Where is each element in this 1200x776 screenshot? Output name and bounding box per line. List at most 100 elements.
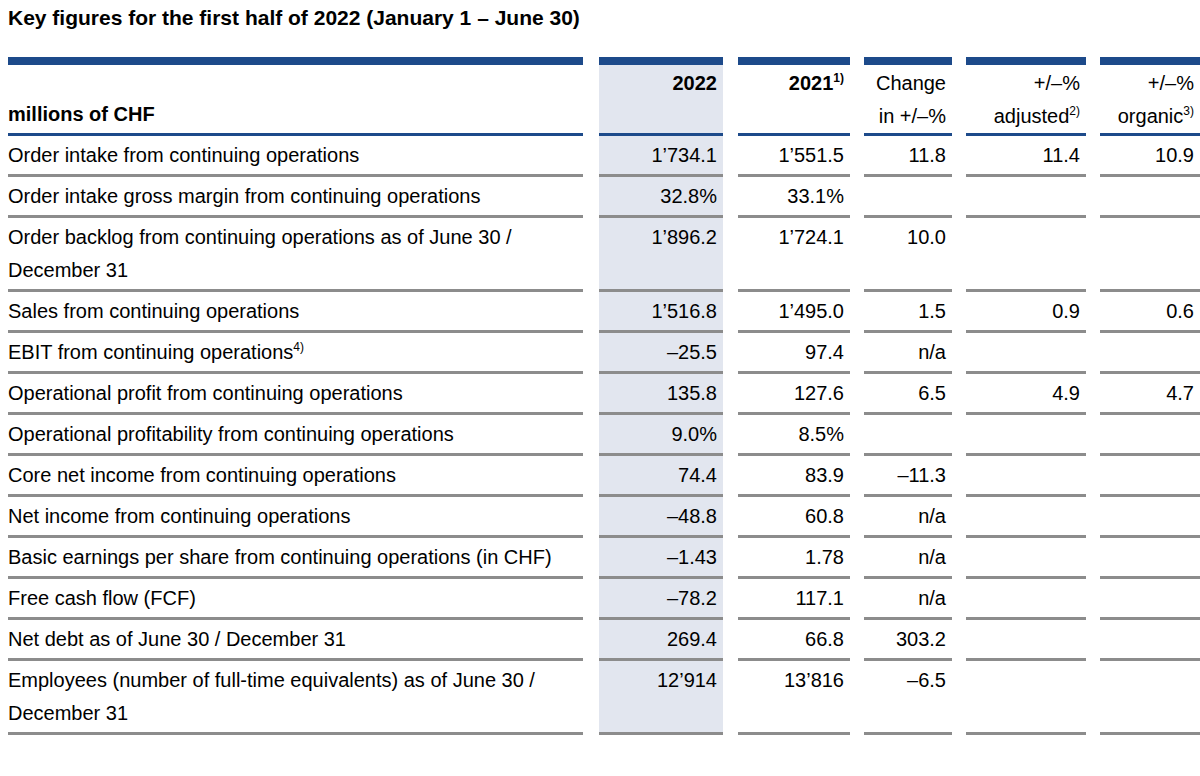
column-gap	[952, 136, 966, 177]
cell-y2022: 74.4	[599, 456, 723, 497]
row-label: Net debt as of June 30 / December 31	[8, 620, 583, 661]
row-label: Basic earnings per share from continuing…	[8, 538, 583, 579]
cell-organic	[1100, 579, 1200, 620]
cell-adjusted	[966, 661, 1086, 735]
cell-adjusted	[966, 415, 1086, 456]
column-gap	[583, 538, 599, 579]
unit-label: millions of CHF	[8, 65, 583, 136]
footnote-ref: 1)	[833, 71, 844, 85]
table-row: EBIT from continuing operations4)–25.597…	[8, 333, 1200, 374]
cell-y2022: –48.8	[599, 497, 723, 538]
cell-y2021: 13’816	[738, 661, 850, 735]
table-row: Basic earnings per share from continuing…	[8, 538, 1200, 579]
cell-adjusted	[966, 497, 1086, 538]
cell-y2022: 9.0%	[599, 415, 723, 456]
column-gap	[850, 136, 864, 177]
column-gap	[723, 415, 738, 456]
cell-y2021: 1’724.1	[738, 218, 850, 292]
column-gap	[952, 333, 966, 374]
cell-y2022: 1’896.2	[599, 218, 723, 292]
cell-y2022: 135.8	[599, 374, 723, 415]
column-gap	[850, 538, 864, 579]
cell-change	[864, 415, 952, 456]
column-gap	[583, 497, 599, 538]
cell-adjusted	[966, 218, 1086, 292]
cell-adjusted: 4.9	[966, 374, 1086, 415]
cell-change: 303.2	[864, 620, 952, 661]
column-gap	[583, 456, 599, 497]
row-label: Operational profitability from continuin…	[8, 415, 583, 456]
header-row: millions of CHF202220211)Changein +/–%+/…	[8, 65, 1200, 136]
cell-organic	[1100, 415, 1200, 456]
column-gap	[723, 456, 738, 497]
table-header: millions of CHF202220211)Changein +/–%+/…	[8, 57, 1200, 136]
cell-adjusted	[966, 333, 1086, 374]
column-gap	[723, 218, 738, 292]
cell-adjusted: 11.4	[966, 136, 1086, 177]
cell-adjusted	[966, 177, 1086, 218]
column-gap	[583, 218, 599, 292]
column-gap	[952, 218, 966, 292]
cell-adjusted	[966, 538, 1086, 579]
column-gap	[1086, 374, 1100, 415]
column-gap	[1086, 292, 1100, 333]
cell-y2022: –78.2	[599, 579, 723, 620]
column-gap	[723, 497, 738, 538]
table-row: Operational profit from continuing opera…	[8, 374, 1200, 415]
column-gap	[1086, 456, 1100, 497]
cell-y2022: 269.4	[599, 620, 723, 661]
table-row: Core net income from continuing operatio…	[8, 456, 1200, 497]
column-gap	[583, 620, 599, 661]
cell-change	[864, 177, 952, 218]
cell-change: 1.5	[864, 292, 952, 333]
row-label: Employees (number of full-time equivalen…	[8, 661, 583, 735]
column-header-line1: +/–%	[966, 67, 1080, 100]
column-gap	[723, 538, 738, 579]
column-gap	[583, 661, 599, 735]
table-row: Operational profitability from continuin…	[8, 415, 1200, 456]
column-gap	[723, 661, 738, 735]
cell-change: n/a	[864, 538, 952, 579]
column-header-y2022: 2022	[599, 65, 723, 136]
column-header-line1: 2022	[599, 67, 717, 100]
cell-y2021: 33.1%	[738, 177, 850, 218]
column-gap	[850, 415, 864, 456]
column-gap	[952, 292, 966, 333]
cell-y2021: 1’495.0	[738, 292, 850, 333]
cell-organic: 10.9	[1100, 136, 1200, 177]
cell-y2021: 127.6	[738, 374, 850, 415]
column-gap	[850, 65, 864, 136]
column-gap	[1086, 415, 1100, 456]
cell-y2022: 1’734.1	[599, 136, 723, 177]
key-figures-table: millions of CHF202220211)Changein +/–%+/…	[8, 57, 1200, 735]
column-gap	[583, 579, 599, 620]
table-row: Net income from continuing operations–48…	[8, 497, 1200, 538]
table-body: Order intake from continuing operations1…	[8, 136, 1200, 735]
column-header-change: Changein +/–%	[864, 65, 952, 136]
column-gap	[1086, 333, 1100, 374]
row-label: Free cash flow (FCF)	[8, 579, 583, 620]
row-label: Sales from continuing operations	[8, 292, 583, 333]
row-label: Order intake gross margin from continuin…	[8, 177, 583, 218]
column-gap	[850, 579, 864, 620]
cell-y2021: 83.9	[738, 456, 850, 497]
accent-bar-label	[8, 57, 583, 65]
cell-organic	[1100, 177, 1200, 218]
column-gap	[952, 177, 966, 218]
header-accent-bar-row	[8, 57, 1200, 65]
cell-y2022: –25.5	[599, 333, 723, 374]
column-gap	[850, 218, 864, 292]
row-label: Operational profit from continuing opera…	[8, 374, 583, 415]
column-gap	[952, 65, 966, 136]
cell-adjusted: 0.9	[966, 292, 1086, 333]
column-gap	[850, 661, 864, 735]
cell-organic	[1100, 538, 1200, 579]
column-gap	[850, 456, 864, 497]
column-header-adjusted: +/–%adjusted2)	[966, 65, 1086, 136]
cell-organic: 4.7	[1100, 374, 1200, 415]
column-gap	[850, 497, 864, 538]
report-page: Key figures for the first half of 2022 (…	[0, 0, 1200, 735]
row-label: Order backlog from continuing operations…	[8, 218, 583, 292]
cell-change: n/a	[864, 497, 952, 538]
cell-y2022: 12’914	[599, 661, 723, 735]
